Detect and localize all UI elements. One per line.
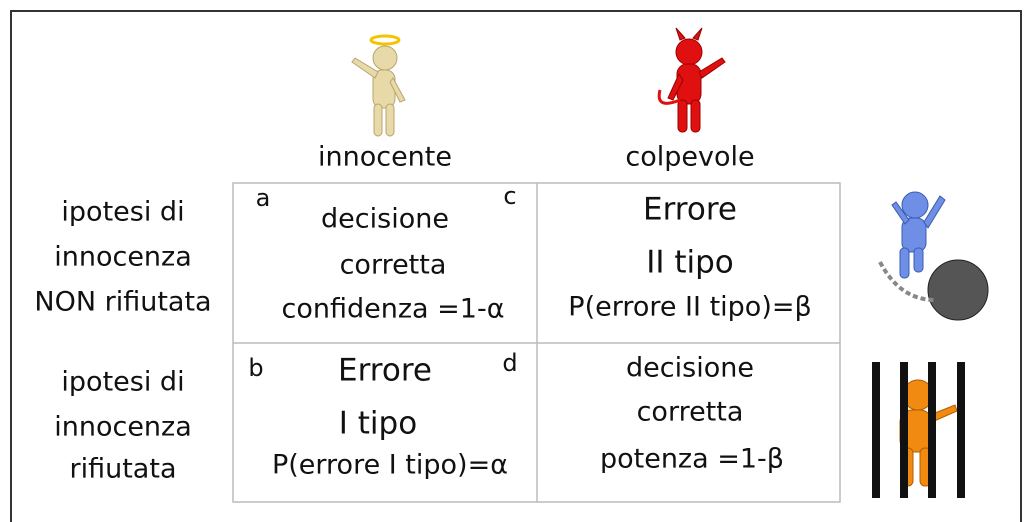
cell-text: corretta bbox=[637, 397, 744, 428]
row-label: rifiutata bbox=[70, 454, 177, 485]
cell-text: Errore bbox=[338, 353, 432, 389]
cell-text: decisione bbox=[626, 353, 754, 384]
cell-text: potenza =1-β bbox=[600, 444, 784, 475]
devil-figure bbox=[657, 27, 726, 133]
cell-text: Errore bbox=[643, 192, 737, 228]
cell-letter: a bbox=[256, 184, 271, 212]
frame bbox=[10, 10, 1022, 522]
cell-text: P(errore II tipo)=β bbox=[568, 292, 811, 323]
row-label: innocenza bbox=[54, 242, 192, 273]
cell-text: II tipo bbox=[646, 245, 734, 281]
column-header: colpevole bbox=[625, 142, 754, 173]
cell-text: decisione bbox=[321, 204, 449, 235]
row-label: NON rifiutata bbox=[34, 287, 211, 318]
cell-text: confidenza =1-α bbox=[282, 294, 505, 325]
table-grid bbox=[232, 182, 841, 503]
prisoner-figure bbox=[872, 362, 965, 498]
row-label: ipotesi di bbox=[61, 367, 184, 398]
cell-text: P(errore I tipo)=α bbox=[272, 450, 508, 481]
column-header: innocente bbox=[318, 142, 452, 173]
cell-letter: b bbox=[248, 354, 263, 382]
row-label: ipotesi di bbox=[61, 197, 184, 228]
escape-figure bbox=[878, 191, 989, 321]
cell-text: I tipo bbox=[339, 406, 417, 442]
row-label: innocenza bbox=[54, 412, 192, 443]
cell-letter: c bbox=[503, 182, 516, 210]
angel-figure bbox=[351, 34, 406, 137]
cell-text: corretta bbox=[340, 250, 447, 281]
cell-letter: d bbox=[502, 349, 517, 377]
